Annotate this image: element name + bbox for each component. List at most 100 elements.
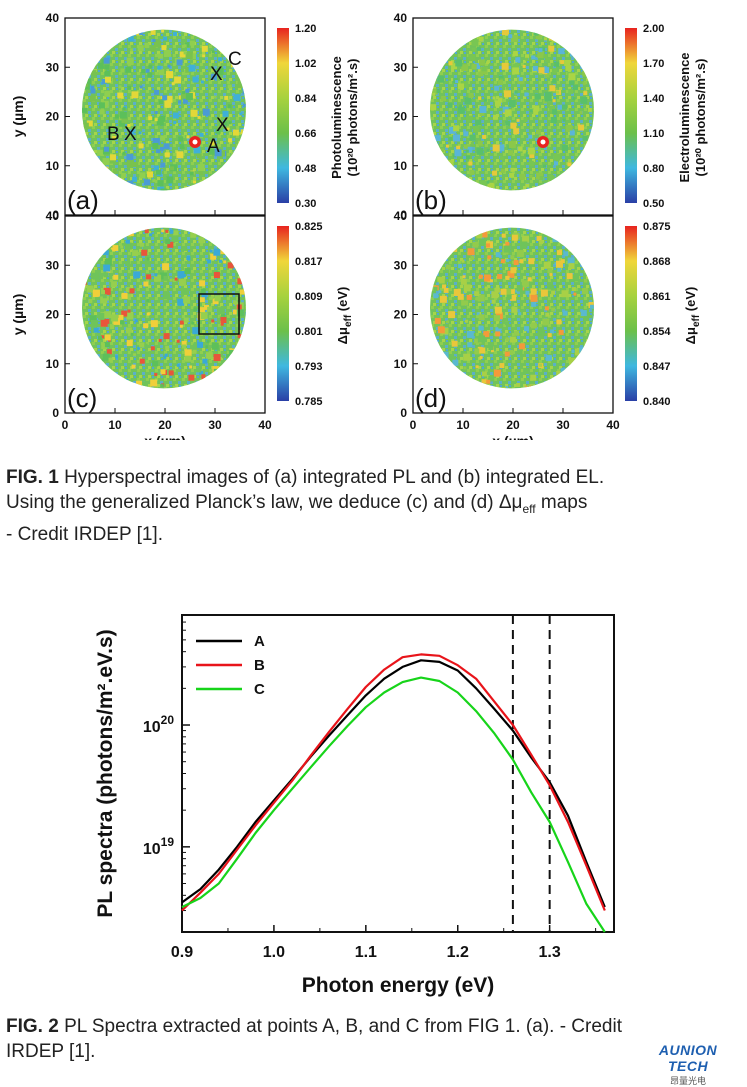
map-pixel (538, 67, 545, 74)
map-pixel (160, 162, 166, 168)
map-pixel (200, 80, 204, 84)
map-pixel (147, 72, 153, 78)
map-pixel (495, 327, 502, 334)
map-pixel (491, 291, 499, 299)
map-pixel (181, 344, 186, 349)
map-pixel (530, 322, 537, 329)
map-pixel (439, 295, 447, 303)
map-pixel (554, 161, 559, 166)
map-pixel (571, 287, 576, 292)
map-pixel (467, 342, 473, 348)
map-pixel (148, 116, 153, 121)
x-tick-label: 10 (108, 418, 122, 432)
map-pixel (510, 122, 517, 129)
map-pixel (205, 345, 209, 349)
map-pixel (213, 95, 217, 99)
map-pixel (185, 88, 190, 93)
y-axis-label: y (µm) (10, 96, 26, 138)
logo-sub: 昂量光电 (669, 1076, 706, 1086)
map-pixel (207, 136, 213, 142)
map-pixel (472, 241, 479, 248)
fig1-caption-lead: FIG. 1 (6, 467, 59, 488)
map-pixel (493, 114, 499, 120)
map-pixel (494, 100, 501, 107)
map-pixel (477, 335, 485, 343)
map-pixel (535, 33, 542, 40)
map-pixel (450, 356, 457, 363)
map-pixel (228, 138, 233, 143)
map-pixel (508, 141, 516, 149)
map-pixel (463, 353, 471, 361)
map-pixel (101, 335, 105, 339)
map-pixel (173, 121, 177, 125)
map-pixel (468, 92, 474, 98)
map-pixel (177, 298, 185, 306)
map-pixel (220, 314, 225, 319)
map-pixel (130, 48, 134, 52)
map-pixel (192, 76, 199, 83)
map-pixel (493, 369, 501, 377)
map-pixel (144, 259, 150, 265)
colorbar-title-unit: (10²⁰ photons/m².s) (345, 59, 360, 177)
map-pixel (102, 353, 110, 361)
x-axis-label: Photon energy (eV) (302, 974, 495, 997)
map-pixel (144, 229, 149, 234)
map-pixel (463, 131, 469, 137)
map-pixel (104, 311, 112, 319)
map-pixel (544, 72, 550, 78)
map-pixel (223, 260, 227, 264)
map-pixel (505, 275, 510, 280)
x-axis-label: x (µm) (144, 433, 186, 440)
map-pixel (231, 151, 235, 155)
map-pixel (189, 40, 195, 46)
colorbar-title: Photoluminescence (329, 56, 344, 179)
map-pixel (199, 307, 205, 313)
map-pixel (232, 309, 238, 315)
map-pixel (531, 301, 537, 307)
map-pixel (505, 386, 509, 389)
y-tick-label: 30 (46, 258, 60, 272)
map-pixel (180, 93, 187, 100)
map-pixel (518, 312, 522, 316)
map-pixel (97, 62, 104, 69)
map-pixel (109, 158, 115, 164)
map-pixel (163, 333, 170, 340)
map-pixel (544, 37, 548, 41)
map-pixel (133, 271, 141, 279)
map-pixel (447, 102, 453, 108)
map-pixel (483, 81, 488, 86)
map-pixel (149, 233, 153, 237)
map-pixel (201, 45, 208, 52)
map-pixel (433, 293, 439, 299)
map-pixel (455, 59, 463, 67)
map-pixel (96, 149, 103, 156)
map-pixel (114, 114, 119, 119)
map-pixel (493, 180, 497, 184)
map-pixel (564, 59, 571, 66)
map-pixel (237, 82, 244, 89)
map-pixel (455, 79, 459, 83)
map-pixel (85, 83, 89, 87)
map-pixel (557, 104, 563, 110)
map-pixel (101, 78, 107, 84)
map-pixel (185, 52, 193, 60)
map-pixel (208, 148, 215, 155)
map-pixel (551, 68, 557, 74)
point-label: X (124, 124, 137, 145)
map-pixel (520, 241, 528, 249)
legend-label-A: A (254, 633, 265, 650)
map-pixel (486, 148, 490, 152)
map-pixel (478, 314, 485, 321)
map-pixel (466, 294, 472, 300)
map-pixel (213, 272, 220, 279)
y-tick-label: 10 (394, 159, 408, 173)
map-pixel (104, 70, 111, 77)
map-pixel (505, 288, 512, 295)
map-pixel (196, 367, 202, 373)
map-pixel (552, 366, 557, 371)
map-pixel (497, 144, 505, 152)
map-pixel (471, 65, 476, 70)
map-pixel (188, 64, 196, 72)
map-pixel (127, 35, 134, 42)
